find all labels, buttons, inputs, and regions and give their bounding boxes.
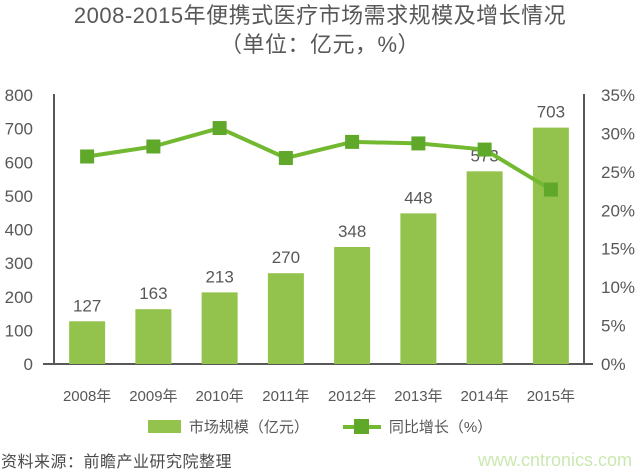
growth-line-marker <box>345 134 360 149</box>
x-axis-category-label: 2009年 <box>129 388 177 405</box>
growth-line-marker <box>278 151 293 166</box>
bar-value-label: 213 <box>205 267 233 286</box>
line-marker-swatch-icon <box>342 419 381 434</box>
right-axis-tick-label: 0% <box>601 355 626 374</box>
right-axis-tick-label: 20% <box>601 201 635 220</box>
x-axis-category-label: 2011年 <box>262 388 309 405</box>
bar-market-size <box>135 309 172 364</box>
growth-line-marker <box>477 142 492 157</box>
x-axis-category-label: 2012年 <box>328 388 376 405</box>
right-axis-tick-label: 5% <box>601 317 626 336</box>
growth-line-marker <box>411 136 426 151</box>
bar-value-label: 348 <box>338 222 366 241</box>
x-axis-category-label: 2010年 <box>195 388 243 405</box>
growth-line-marker <box>146 139 161 154</box>
left-axis-tick-label: 400 <box>5 221 33 240</box>
chart-title: 2008-2015年便携式医疗市场需求规模及增长情况 <box>73 3 567 28</box>
x-axis-category-label: 2015年 <box>527 388 575 405</box>
left-axis-tick-label: 100 <box>5 321 33 340</box>
left-axis-tick-label: 500 <box>5 187 33 206</box>
right-axis-tick-label: 15% <box>601 240 635 259</box>
right-axis-tick-label: 30% <box>601 124 635 143</box>
source-note: 资料来源：前瞻产业研究院整理 <box>1 454 233 471</box>
right-axis-tick-label: 35% <box>601 86 635 105</box>
bar-value-label: 703 <box>537 103 565 122</box>
left-axis-tick-label: 300 <box>5 254 33 273</box>
bar-swatch-icon <box>147 420 181 433</box>
left-axis-tick-label: 800 <box>5 86 33 105</box>
x-axis-category-label: 2014年 <box>460 388 508 405</box>
left-axis-tick-label: 600 <box>5 153 33 172</box>
growth-line-marker <box>543 182 558 197</box>
legend: 市场规模（亿元） 同比增长（%） <box>0 416 640 437</box>
left-axis-tick-label: 0 <box>24 355 33 374</box>
watermark-text: www.cntronics.com <box>477 450 632 470</box>
right-axis-tick-label: 25% <box>601 163 635 182</box>
x-axis-category-label: 2008年 <box>63 388 111 405</box>
right-axis-tick-label: 10% <box>601 278 635 297</box>
bar-market-size <box>334 246 371 364</box>
bar-market-size <box>466 171 503 364</box>
left-axis-tick-label: 200 <box>5 288 33 307</box>
growth-line <box>86 126 552 192</box>
growth-line-marker <box>212 121 227 136</box>
legend-item-market-size: 市场规模（亿元） <box>147 416 309 437</box>
bar-value-label: 448 <box>404 188 432 207</box>
bar-market-size <box>267 273 304 364</box>
left-axis-tick-label: 700 <box>5 120 33 139</box>
growth-line-marker <box>80 149 95 164</box>
chart-subtitle: （单位：亿元，%） <box>219 32 421 57</box>
legend-label-market-size: 市场规模（亿元） <box>188 419 309 436</box>
legend-item-growth: 同比增长（%） <box>342 416 493 437</box>
bar-market-size <box>201 292 238 364</box>
bar-value-label: 270 <box>272 248 300 267</box>
legend-label-growth: 同比增长（%） <box>388 419 493 436</box>
bar-market-size <box>532 127 569 365</box>
bar-market-size <box>400 213 437 364</box>
x-axis-category-label: 2013年 <box>394 388 442 405</box>
bar-value-label: 127 <box>73 296 101 315</box>
bar-market-size <box>69 321 106 364</box>
bar-value-label: 163 <box>139 284 167 303</box>
